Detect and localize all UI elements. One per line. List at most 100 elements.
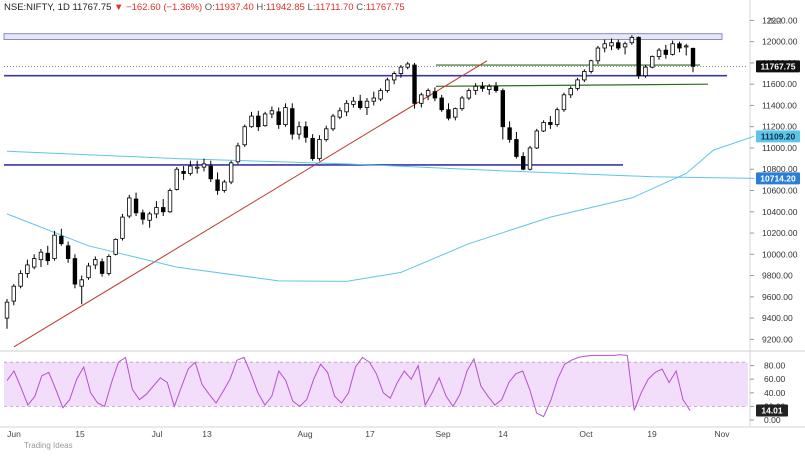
candle-up bbox=[269, 110, 275, 115]
candle-up bbox=[629, 36, 635, 44]
price-tick-label: 10800.00 bbox=[762, 164, 798, 174]
low-label: L: bbox=[307, 2, 316, 13]
price-badge-ma_slow bbox=[756, 172, 800, 185]
price-badge-label: 11767.75 bbox=[761, 61, 796, 71]
candle-up bbox=[120, 216, 125, 239]
candle-up bbox=[650, 56, 655, 68]
ohlc-header: NSE:NIFTY, 1D 11767.75 ▼ −162.60 (−1.36%… bbox=[4, 2, 405, 13]
time-tick-label: Sep bbox=[435, 429, 450, 439]
close-value: 11767.75 bbox=[365, 2, 405, 13]
candle-up bbox=[670, 43, 675, 55]
open-value: 11937.40 bbox=[214, 2, 254, 13]
candle-up bbox=[622, 43, 628, 48]
candle-up bbox=[425, 90, 431, 97]
candle-up bbox=[4, 301, 10, 319]
candle-up bbox=[364, 100, 370, 108]
high-value: 11942.85 bbox=[265, 2, 305, 13]
candle-down bbox=[290, 108, 295, 135]
candle-up bbox=[595, 47, 601, 62]
price-tick-label: 11600.00 bbox=[762, 79, 797, 89]
candle-up bbox=[228, 162, 234, 183]
candle-down bbox=[303, 126, 309, 138]
trading-ideas-hint[interactable]: Trading Ideas bbox=[24, 441, 73, 450]
candle-down bbox=[432, 91, 438, 99]
candle-down bbox=[493, 85, 499, 91]
candle-up bbox=[25, 264, 30, 274]
candle-up bbox=[385, 79, 390, 91]
candle-up bbox=[568, 88, 573, 96]
candle-up bbox=[473, 85, 478, 91]
time-tick-label: 13 bbox=[202, 429, 212, 439]
price-tick-label: 11000.00 bbox=[762, 143, 797, 153]
candle-up bbox=[554, 109, 560, 125]
candle-up bbox=[174, 168, 180, 190]
time-tick-label: Jun bbox=[7, 429, 21, 439]
currency-label: INR bbox=[768, 17, 782, 26]
candle-up bbox=[18, 273, 23, 287]
candle-up bbox=[459, 97, 465, 110]
candle-down bbox=[548, 122, 553, 125]
candle-up bbox=[317, 139, 322, 160]
candle-up bbox=[31, 258, 37, 268]
candle-up bbox=[127, 197, 132, 217]
candle-down bbox=[520, 156, 526, 170]
rsi-tick-label: 80.00 bbox=[764, 361, 786, 371]
price-tick-label: 9400.00 bbox=[762, 313, 793, 323]
candle-up bbox=[371, 97, 376, 102]
candle-down bbox=[446, 109, 451, 119]
open-label: O: bbox=[204, 2, 215, 13]
candle-up bbox=[527, 147, 533, 170]
price-change: ▼ −162.60 (−1.36%) bbox=[114, 2, 203, 13]
candle-down bbox=[140, 212, 146, 220]
rsi-last-label: 14.01 bbox=[761, 405, 783, 415]
candle-up bbox=[453, 108, 458, 118]
candle-down bbox=[65, 245, 71, 259]
price-tick-label: 11400.00 bbox=[762, 100, 797, 110]
rsi-tick-label: 60.00 bbox=[764, 374, 786, 384]
candle-up bbox=[602, 43, 607, 49]
last-price: 11767.75 bbox=[72, 2, 112, 13]
time-tick-label: 15 bbox=[75, 429, 85, 439]
candle-down bbox=[616, 42, 621, 49]
price-tick-label: 10400.00 bbox=[762, 207, 798, 217]
candle-up bbox=[262, 113, 268, 127]
candle-up bbox=[296, 126, 302, 135]
candle-down bbox=[677, 43, 682, 49]
candle-up bbox=[235, 145, 241, 163]
candle-down bbox=[690, 47, 696, 67]
candle-down bbox=[72, 258, 78, 285]
candle-up bbox=[283, 107, 288, 125]
candle-down bbox=[357, 100, 363, 108]
candle-up bbox=[351, 100, 356, 105]
candle-up bbox=[534, 130, 539, 149]
candle-down bbox=[507, 127, 512, 140]
candle-up bbox=[93, 259, 98, 266]
candle-down bbox=[439, 97, 444, 111]
candle-up bbox=[194, 166, 200, 169]
price-tick-label: 9600.00 bbox=[762, 292, 793, 302]
candle-up bbox=[378, 90, 383, 100]
candle-up bbox=[106, 256, 112, 274]
time-tick-label: Jul bbox=[152, 429, 163, 439]
candle-up bbox=[656, 49, 662, 57]
candle-down bbox=[310, 138, 315, 160]
price-badge-label: 10714.20 bbox=[760, 173, 796, 183]
candle-down bbox=[161, 207, 166, 213]
rsi-tick-label: 40.00 bbox=[764, 388, 786, 398]
candle-up bbox=[154, 207, 159, 215]
symbol-label[interactable]: NSE:NIFTY, 1D bbox=[4, 2, 70, 13]
candle-up bbox=[541, 122, 546, 132]
rsi-band bbox=[4, 362, 748, 407]
candle-up bbox=[588, 60, 594, 72]
candle-up bbox=[419, 94, 424, 104]
candle-up bbox=[242, 126, 247, 146]
candle-up bbox=[330, 115, 336, 130]
price-tick-label: 12200.00 bbox=[762, 15, 798, 25]
time-tick-label: Aug bbox=[297, 429, 312, 439]
candle-down bbox=[45, 252, 50, 262]
rsi-line bbox=[6, 354, 691, 418]
candle-up bbox=[487, 85, 492, 90]
resistance-zone bbox=[3, 33, 723, 41]
candle-up bbox=[167, 190, 173, 213]
